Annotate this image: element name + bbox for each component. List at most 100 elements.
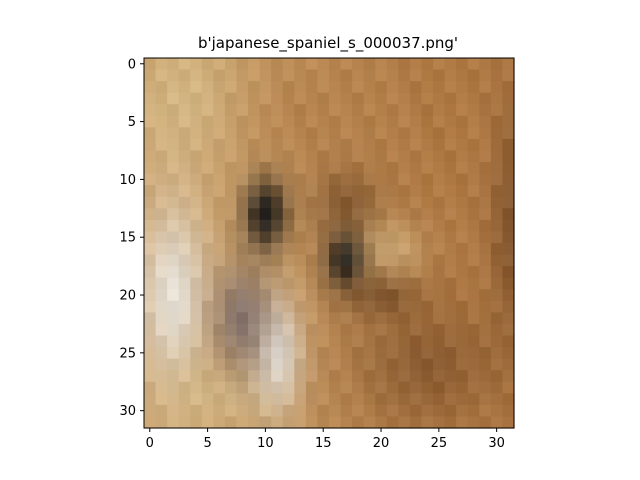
image-pixel — [329, 347, 342, 360]
image-pixel — [178, 231, 191, 244]
image-pixel — [144, 138, 157, 152]
image-pixel — [305, 138, 319, 152]
image-pixel — [467, 127, 480, 140]
image-pixel — [271, 335, 284, 348]
image-pixel — [317, 323, 330, 337]
image-pixel — [375, 347, 388, 360]
image-pixel — [375, 289, 388, 302]
image-pixel — [213, 416, 226, 429]
image-pixel — [294, 335, 307, 348]
image-pixel — [421, 358, 434, 371]
image-pixel — [259, 266, 272, 279]
image-pixel — [398, 358, 411, 371]
image-pixel — [190, 150, 203, 163]
image-pixel — [444, 150, 457, 163]
image-pixel — [375, 312, 388, 325]
image-pixel — [155, 323, 168, 337]
image-pixel — [201, 335, 214, 348]
image-pixel — [421, 92, 434, 105]
image-pixel — [340, 92, 353, 105]
image-pixel — [201, 58, 214, 71]
image-pixel — [363, 289, 376, 302]
image-pixel — [155, 312, 168, 325]
image-pixel — [375, 185, 388, 198]
image-pixel — [282, 219, 295, 233]
image-pixel — [340, 381, 353, 394]
x-tick-label: 25 — [431, 436, 448, 451]
image-pixel — [236, 81, 249, 94]
image-pixel — [444, 335, 457, 348]
image-pixel — [329, 416, 342, 429]
image-pixel — [271, 92, 284, 105]
y-tick-label: 15 — [119, 231, 136, 246]
image-pixel — [144, 115, 157, 128]
image-pixel — [259, 127, 272, 140]
image-pixel — [456, 115, 469, 128]
image-pixel — [421, 404, 434, 418]
image-pixel — [456, 312, 469, 325]
image-pixel — [317, 358, 330, 371]
image-pixel — [363, 219, 376, 233]
image-pixel — [282, 231, 295, 244]
image-pixel — [167, 173, 180, 186]
image-pixel — [467, 219, 480, 233]
image-pixel — [144, 335, 157, 348]
image-pixel — [490, 81, 504, 94]
image-pixel — [479, 104, 492, 117]
image-pixel — [305, 127, 319, 140]
image-pixel — [248, 254, 261, 267]
image-pixel — [294, 231, 307, 244]
image-pixel — [190, 81, 203, 94]
image-pixel — [294, 162, 307, 175]
image-pixel — [317, 196, 330, 209]
image-pixel — [502, 300, 515, 313]
image-pixel — [444, 266, 457, 279]
image-pixel — [386, 381, 399, 394]
image-pixel — [421, 219, 434, 233]
image-pixel — [317, 300, 330, 313]
image-pixel — [236, 231, 249, 244]
image-pixel — [490, 58, 504, 71]
image-pixel — [340, 312, 353, 325]
image-pixel — [259, 254, 272, 267]
image-pixel — [433, 58, 446, 71]
image-pixel — [490, 150, 504, 163]
image-pixel — [317, 138, 330, 152]
image-pixel — [456, 150, 469, 163]
image-pixel — [155, 162, 168, 175]
image-pixel — [340, 323, 353, 337]
image-pixel — [144, 231, 157, 244]
image-pixel — [294, 58, 307, 71]
image-pixel — [444, 300, 457, 313]
image-pixel — [386, 370, 399, 383]
image-pixel — [352, 104, 365, 117]
image-pixel — [155, 185, 168, 198]
image-pixel — [375, 138, 388, 152]
image-pixel — [213, 162, 226, 175]
image-pixel — [502, 335, 515, 348]
image-pixel — [155, 266, 168, 279]
image-pixel — [433, 173, 446, 186]
image-pixel — [490, 254, 504, 267]
image-pixel — [201, 289, 214, 302]
image-pixel — [167, 323, 180, 337]
image-pixel — [386, 81, 399, 94]
image-pixel — [444, 127, 457, 140]
image-pixel — [178, 289, 191, 302]
image-pixel — [490, 196, 504, 209]
image-pixel — [224, 277, 238, 290]
image-pixel — [340, 208, 353, 221]
x-tick-label: 15 — [315, 436, 332, 451]
image-pixel — [444, 277, 457, 290]
image-pixel — [305, 196, 319, 209]
image-pixel — [490, 185, 504, 198]
image-pixel — [375, 254, 388, 267]
image-pixel — [259, 115, 272, 128]
image-pixel — [178, 127, 191, 140]
image-pixel — [363, 208, 376, 221]
image-pixel — [305, 370, 319, 383]
image-pixel — [409, 323, 423, 337]
image-pixel — [456, 208, 469, 221]
image-pixel — [479, 150, 492, 163]
